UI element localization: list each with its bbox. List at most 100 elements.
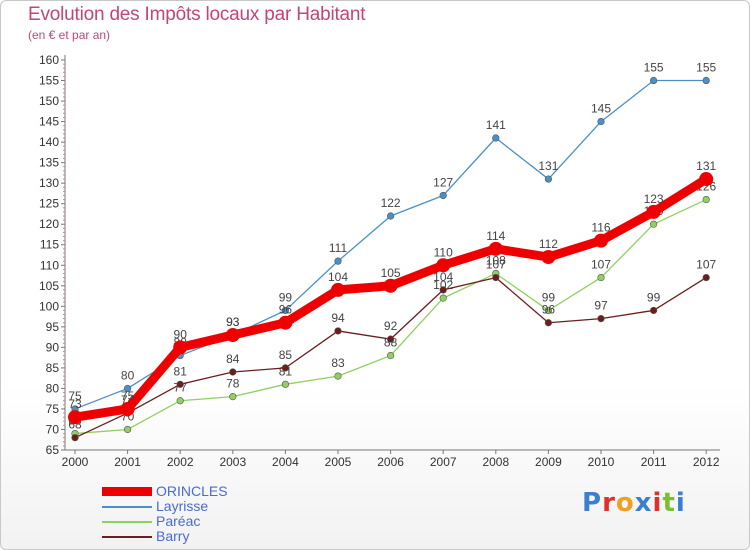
data-point (492, 273, 500, 282)
legend-label: Barry (156, 528, 190, 544)
data-point (597, 117, 605, 126)
data-point (702, 273, 710, 282)
legend-swatch (102, 506, 152, 508)
x-tick-label: 2010 (588, 455, 615, 469)
x-tick-label: 2003 (219, 455, 246, 469)
data-point (229, 393, 237, 401)
y-tick-label: 140 (39, 135, 59, 149)
data-label: 127 (433, 175, 453, 189)
data-label: 94 (331, 311, 345, 325)
data-point (334, 327, 342, 335)
data-label: 114 (486, 229, 505, 243)
data-label: 93 (226, 315, 240, 329)
data-point (229, 368, 237, 376)
logo-letter: x (634, 488, 653, 518)
data-label: 96 (279, 303, 293, 317)
data-point (71, 434, 79, 442)
data-point (176, 380, 184, 388)
data-point (278, 315, 293, 330)
data-label: 93 (226, 315, 240, 329)
data-label: 75 (68, 389, 82, 403)
data-label: 78 (226, 377, 240, 391)
data-point (544, 319, 553, 327)
data-point (331, 282, 345, 297)
x-tick-label: 2004 (272, 455, 299, 469)
y-tick-label: 90 (46, 340, 60, 354)
data-label: 99 (279, 290, 293, 304)
x-tick-label: 2000 (62, 455, 89, 469)
x-tick-label: 2002 (167, 455, 194, 469)
data-point (439, 294, 447, 302)
logo-letter: i (675, 488, 686, 518)
data-label: 122 (381, 196, 401, 210)
x-tick-label: 2006 (377, 455, 404, 469)
y-tick-label: 155 (39, 74, 59, 88)
data-point (439, 191, 447, 200)
x-tick-label: 2001 (114, 455, 141, 469)
data-point (492, 134, 500, 142)
x-tick-label: 2011 (641, 455, 667, 469)
legend-swatch (102, 521, 152, 523)
y-tick-label: 65 (46, 443, 60, 457)
legend-swatch (102, 487, 152, 496)
y-tick-label: 80 (46, 381, 60, 395)
logo-letter: t (662, 488, 676, 518)
x-tick-label: 2012 (693, 455, 720, 469)
data-label: 110 (434, 245, 453, 259)
data-point (334, 257, 342, 265)
data-point (68, 410, 82, 425)
legend-label: Layrisse (156, 498, 209, 514)
data-label: 131 (538, 159, 558, 173)
data-label: 116 (591, 221, 610, 235)
data-label: 83 (331, 356, 345, 370)
y-tick-label: 160 (39, 53, 59, 67)
data-label: 104 (328, 270, 348, 284)
data-label: 145 (591, 102, 611, 116)
data-label: 96 (542, 303, 556, 317)
logo-letter: o (615, 488, 635, 518)
data-point (488, 241, 503, 256)
data-label: 111 (329, 241, 348, 255)
chart-title: Evolution des Impôts locaux par Habitant (28, 4, 366, 25)
data-label: 73 (68, 397, 82, 411)
data-point (176, 397, 184, 405)
data-point (594, 233, 608, 248)
y-tick-label: 105 (39, 279, 59, 293)
y-tick-label: 85 (46, 361, 60, 375)
data-label: 97 (594, 299, 608, 313)
y-tick-label: 115 (40, 238, 59, 252)
logo-letter: r (602, 488, 616, 518)
data-point (123, 425, 132, 434)
data-point (597, 315, 605, 323)
data-point (649, 220, 658, 228)
x-tick-label: 2007 (430, 455, 457, 469)
data-label: 155 (696, 61, 716, 75)
y-tick-label: 135 (39, 156, 59, 170)
data-label: 92 (384, 319, 398, 333)
data-label: 90 (174, 327, 188, 341)
data-point (699, 172, 714, 187)
y-tick-label: 75 (46, 402, 60, 416)
data-point (281, 364, 290, 372)
x-tick-label: 2008 (482, 455, 509, 469)
data-label: 99 (647, 290, 661, 304)
x-tick-label: 2009 (535, 455, 562, 469)
data-point (281, 380, 290, 388)
data-point (225, 328, 240, 343)
data-point (334, 372, 342, 380)
data-label: 123 (644, 192, 664, 206)
data-point (541, 250, 556, 265)
legend-label: ORINCLES (156, 483, 228, 499)
x-tick-label: 2005 (325, 455, 352, 469)
data-point (387, 212, 395, 220)
y-tick-label: 110 (40, 258, 59, 272)
y-tick-label: 100 (39, 299, 59, 313)
chart-subtitle: (en € et par an) (28, 28, 111, 42)
data-point (436, 258, 451, 273)
legend-swatch (102, 536, 152, 538)
data-point (646, 204, 661, 219)
data-label: 107 (696, 258, 716, 272)
data-point (544, 306, 553, 315)
